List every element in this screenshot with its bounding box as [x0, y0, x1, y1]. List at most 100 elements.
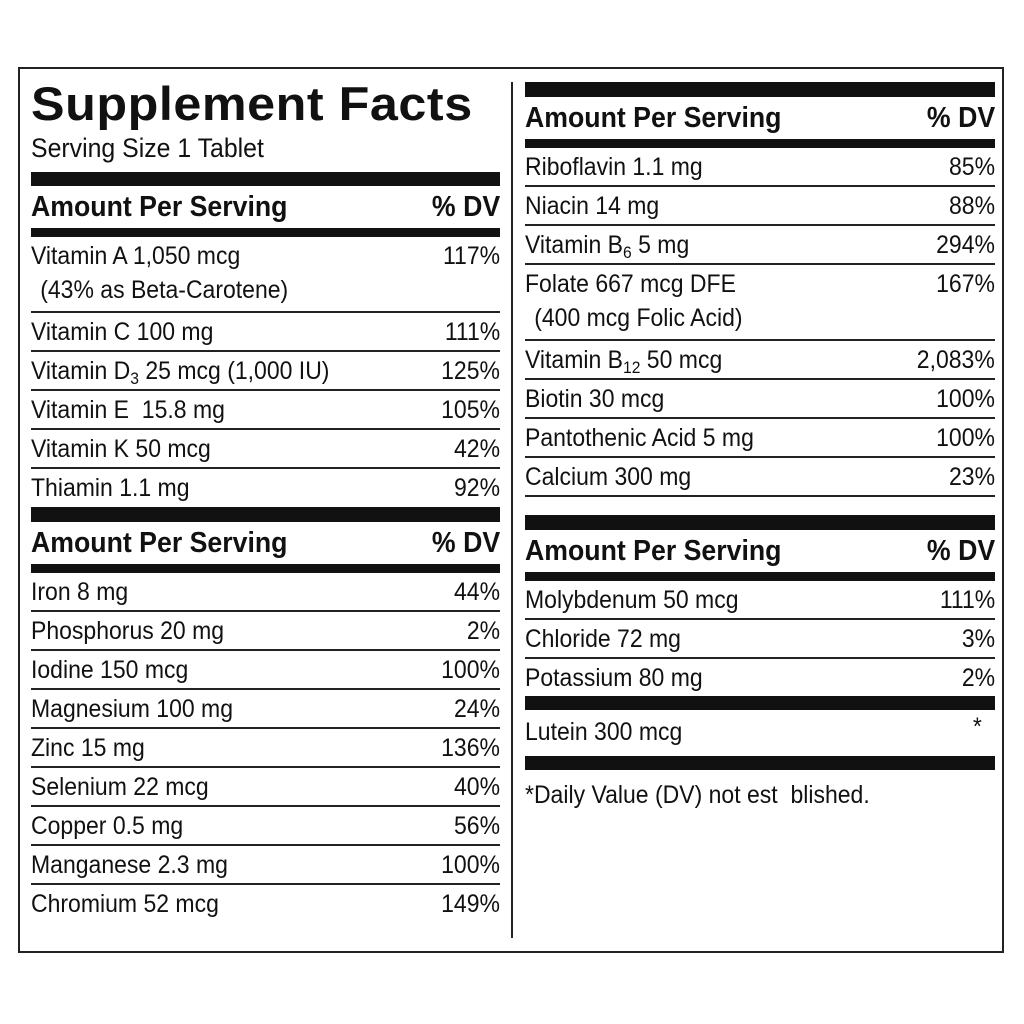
nutrient-name: Phosphorus 20 mg [31, 617, 225, 645]
nutrient-dv: 85% [948, 153, 995, 181]
nutrient-dv: 105% [441, 396, 500, 424]
amount-per-serving-heading: Amount Per Serving [525, 534, 782, 567]
nutrient-row: Zinc 15 mg 136% [31, 729, 500, 768]
nutrient-dv: 167% [936, 270, 995, 298]
section-header: Amount Per Serving % DV [525, 97, 995, 139]
nutrient-row: Selenium 22 mcg 40% [31, 768, 500, 807]
nutrient-dv: 56% [453, 812, 500, 840]
nutrient-row: Vitamin B6 5 mg 294% [525, 226, 995, 265]
right-column: Amount Per Serving % DV Riboflavin 1.1 m… [525, 82, 995, 812]
thick-rule [525, 756, 995, 770]
column-divider [511, 82, 513, 938]
serving-size: Serving Size 1 Tablet [31, 133, 264, 163]
thick-rule [525, 82, 995, 97]
nutrient-name: Magnesium 100 mg [31, 695, 233, 723]
nutrient-name: Vitamin E 15.8 mg [31, 396, 225, 424]
nutrient-dv: 24% [453, 695, 500, 723]
nutrient-name: Lutein 300 mcg [525, 718, 683, 746]
nutrient-row: Vitamin B12 50 mcg 2,083% [525, 341, 995, 380]
nutrient-name: Vitamin K 50 mcg [31, 435, 211, 463]
nutrient-row: Potassium 80 mg 2% [525, 659, 995, 696]
nutrient-row: Vitamin A 1,050 mcg (43% as Beta-Carotene… [31, 237, 500, 313]
nutrient-name: Vitamin B12 50 mcg [525, 346, 723, 377]
nutrient-row: Chloride 72 mg 3% [525, 620, 995, 659]
nutrient-name: Vitamin D3 25 mcg (1,000 IU) [31, 357, 330, 388]
nutrient-row: Molybdenum 50 mcg 111% [525, 581, 995, 620]
section-header: Amount Per Serving % DV [31, 522, 500, 564]
nutrient-name: Zinc 15 mg [31, 734, 145, 762]
nutrient-row: Thiamin 1.1 mg 92% [31, 469, 500, 507]
nutrient-row: Lutein 300 mcg * [525, 710, 995, 756]
nutrient-name: Chloride 72 mg [525, 625, 681, 653]
thick-rule [31, 507, 500, 522]
nutrient-dv: 88% [948, 192, 995, 220]
nutrient-dv: 2% [961, 664, 995, 692]
nutrient-dv: 111% [939, 586, 995, 614]
thick-rule [31, 172, 500, 186]
nutrient-dv: 3% [961, 625, 995, 653]
nutrient-row: Magnesium 100 mg 24% [31, 690, 500, 729]
nutrient-row: Folate 667 mcg DFE (400 mcg Folic Acid) 1… [525, 265, 995, 341]
dv-heading: % DV [431, 190, 500, 223]
left-column: Supplement Facts Serving Size 1 Tablet A… [31, 78, 500, 922]
nutrient-name: Potassium 80 mg [525, 664, 703, 692]
nutrient-note: (43% as Beta-Carotene) [40, 276, 289, 304]
medium-rule [525, 139, 995, 148]
nutrient-name: Biotin 30 mcg [525, 385, 665, 413]
nutrient-row: Iron 8 mg 44% [31, 573, 500, 612]
nutrient-dv: 100% [441, 851, 500, 879]
nutrient-dv: * [973, 713, 983, 741]
nutrient-row: Riboflavin 1.1 mg 85% [525, 148, 995, 187]
nutrient-name: Folate 667 mcg DFE [525, 270, 736, 298]
nutrient-row: Niacin 14 mg 88% [525, 187, 995, 226]
medium-rule [31, 228, 500, 237]
nutrient-dv: 92% [453, 474, 500, 502]
nutrient-name: Copper 0.5 mg [31, 812, 184, 840]
nutrient-row: Biotin 30 mcg 100% [525, 380, 995, 419]
nutrient-name: Vitamin A 1,050 mcg [31, 242, 241, 270]
dv-heading: % DV [431, 526, 500, 559]
nutrient-name: Chromium 52 mcg [31, 890, 219, 918]
nutrient-name: Iron 8 mg [31, 578, 129, 606]
section-header: Amount Per Serving % DV [525, 530, 995, 572]
nutrient-dv: 136% [441, 734, 500, 762]
dv-heading: % DV [926, 101, 995, 134]
amount-per-serving-heading: Amount Per Serving [31, 190, 288, 223]
thick-rule [525, 515, 995, 530]
nutrient-dv: 294% [936, 231, 995, 259]
nutrient-name: Vitamin B6 5 mg [525, 231, 690, 262]
nutrient-row: Calcium 300 mg 23% [525, 458, 995, 497]
nutrient-row: Pantothenic Acid 5 mg 100% [525, 419, 995, 458]
nutrient-row: Vitamin K 50 mcg 42% [31, 430, 500, 469]
nutrient-row: Vitamin E 15.8 mg 105% [31, 391, 500, 430]
nutrient-dv: 100% [936, 424, 995, 452]
nutrient-name: Vitamin C 100 mg [31, 318, 214, 346]
nutrient-dv: 40% [453, 773, 500, 801]
nutrient-name: Molybdenum 50 mcg [525, 586, 739, 614]
dv-heading: % DV [926, 534, 995, 567]
nutrient-row: Chromium 52 mcg 149% [31, 885, 500, 922]
nutrient-dv: 23% [948, 463, 995, 491]
nutrient-row: Iodine 150 mcg 100% [31, 651, 500, 690]
nutrient-dv: 149% [441, 890, 500, 918]
nutrient-dv: 117% [442, 242, 500, 270]
nutrient-dv: 100% [936, 385, 995, 413]
nutrient-row: Vitamin D3 25 mcg (1,000 IU) 125% [31, 352, 500, 391]
nutrient-name: Niacin 14 mg [525, 192, 660, 220]
nutrient-name: Iodine 150 mcg [31, 656, 189, 684]
nutrient-dv: 42% [453, 435, 500, 463]
nutrient-name: Thiamin 1.1 mg [31, 474, 190, 502]
nutrient-row: Manganese 2.3 mg 100% [31, 846, 500, 885]
amount-per-serving-heading: Amount Per Serving [31, 526, 288, 559]
nutrient-dv: 2% [466, 617, 500, 645]
nutrient-dv: 125% [441, 357, 500, 385]
nutrient-name: Manganese 2.3 mg [31, 851, 228, 879]
amount-per-serving-heading: Amount Per Serving [525, 101, 782, 134]
medium-rule [31, 564, 500, 573]
nutrient-row: Phosphorus 20 mg 2% [31, 612, 500, 651]
nutrient-name: Calcium 300 mg [525, 463, 692, 491]
nutrient-dv: 100% [441, 656, 500, 684]
thick-rule [525, 696, 995, 710]
nutrient-row: Vitamin C 100 mg 111% [31, 313, 500, 352]
nutrient-dv: 111% [444, 318, 500, 346]
